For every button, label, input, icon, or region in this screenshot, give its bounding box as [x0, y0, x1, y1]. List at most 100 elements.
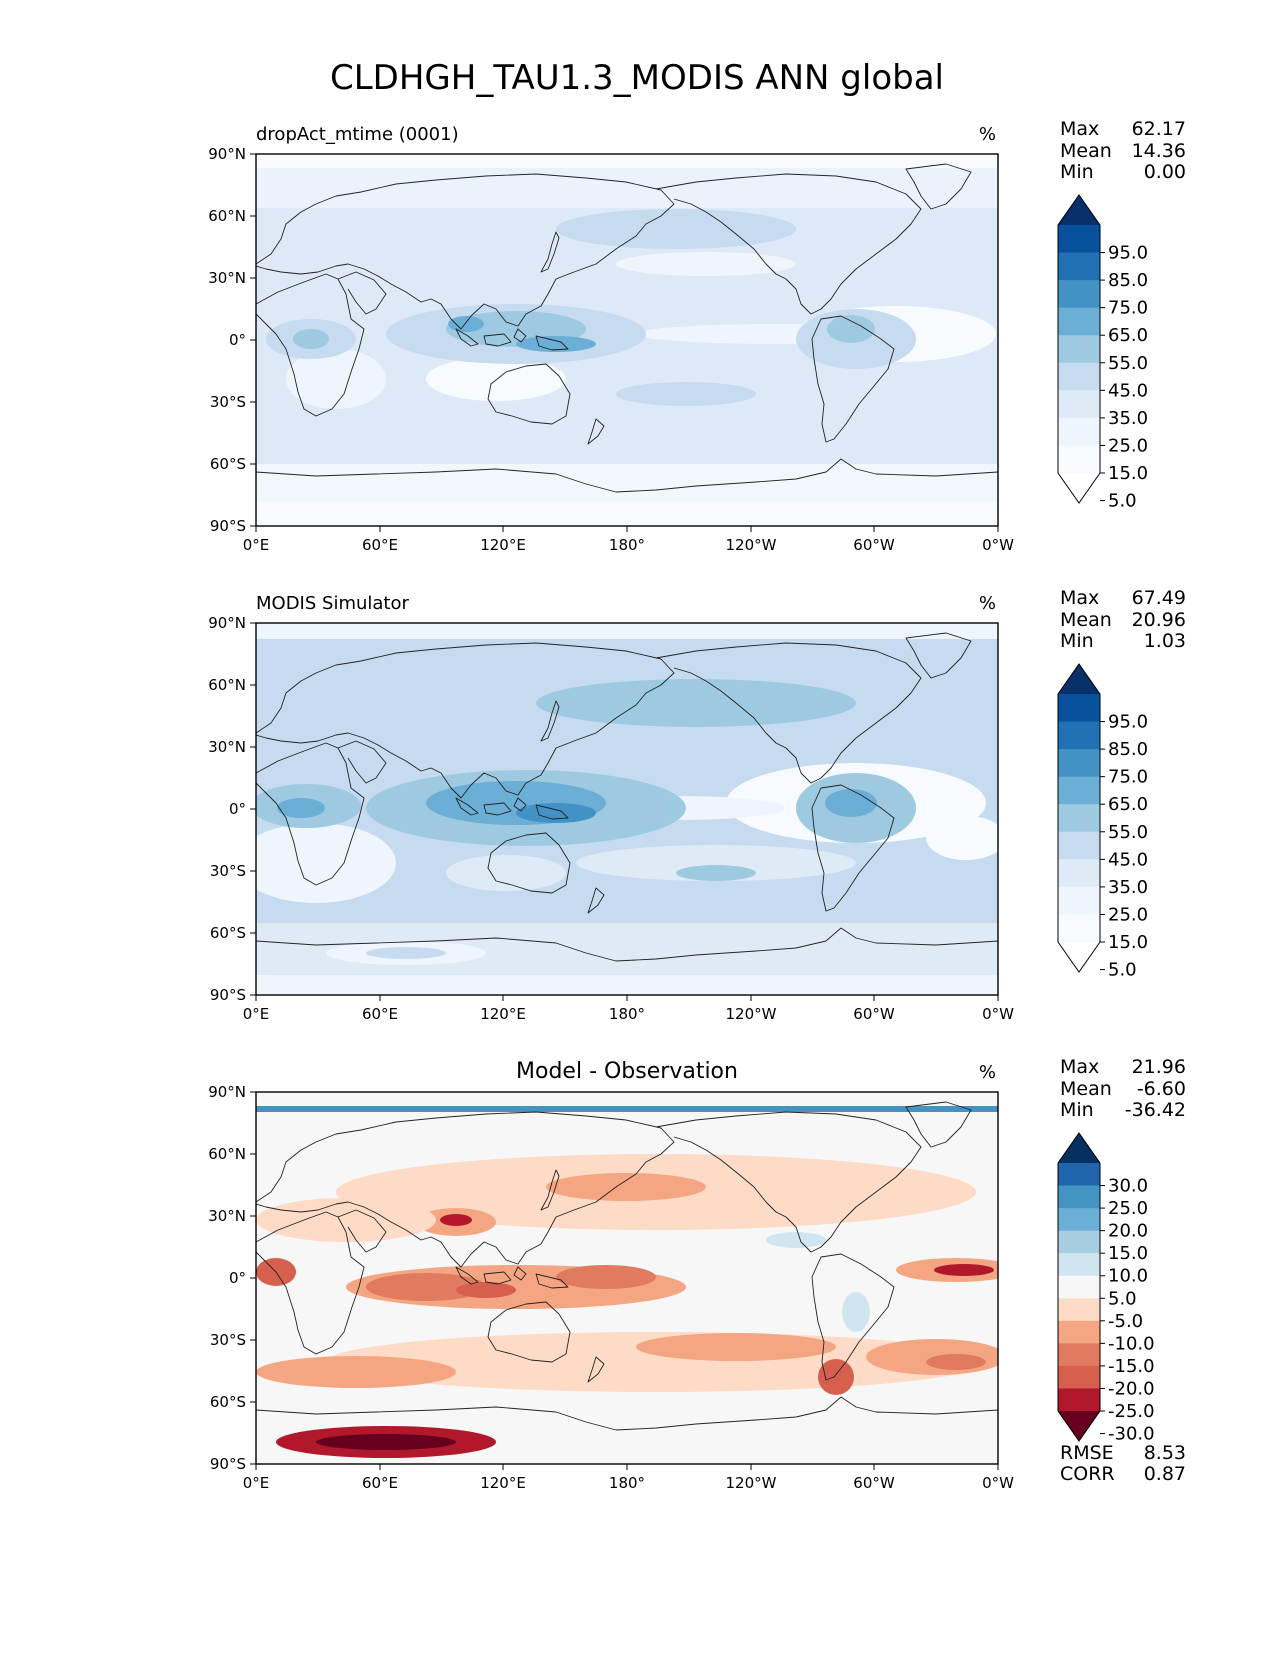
lon-tick-label: 60°E	[362, 1005, 398, 1023]
lon-tick-label: 60°E	[362, 536, 398, 554]
panel-center-title: Model - Observation	[516, 1059, 738, 1084]
lon-tick-label: 120°E	[480, 536, 526, 554]
colorbar-tick-label: 45.0	[1108, 380, 1148, 401]
map-difference: 90°N 60°N 30°N 0° 30°S 60°S 90°S 0°E 60°…	[208, 1083, 1014, 1492]
lat-axis: 90°N 60°N 30°N 0° 30°S 60°S 90°S	[208, 145, 256, 535]
lat-tick-label: 60°S	[210, 924, 246, 942]
colorbar-swatch	[1058, 859, 1100, 888]
colorbar-swatch	[1058, 831, 1100, 860]
lon-tick-label: 60°W	[853, 1474, 895, 1492]
stats-block: Max 67.49 Mean 20.96 Min 1.03	[1060, 587, 1186, 652]
colorbar-swatch	[1058, 1185, 1100, 1209]
lon-tick-label: 0°W	[982, 536, 1014, 554]
lat-axis: 90°N 60°N 30°N 0° 30°S 60°S 90°S	[208, 614, 256, 1004]
colorbar-tick-label: 5.0	[1108, 1288, 1137, 1309]
lat-tick-label: 90°S	[210, 517, 246, 535]
lon-tick-label: 0°E	[243, 1005, 270, 1023]
colorbar-tick-label: 65.0	[1108, 794, 1148, 815]
colorbar-extend-top	[1058, 195, 1100, 225]
lon-tick-label: 180°	[609, 536, 645, 554]
stat-label: Max	[1060, 587, 1099, 609]
lat-tick-label: 0°	[229, 800, 246, 818]
metrics-block: RMSE 8.53 CORR 0.87	[1060, 1442, 1186, 1485]
colorbar-tick-label: 75.0	[1108, 767, 1148, 788]
colorbar-swatch	[1058, 804, 1100, 833]
colorbar-swatch	[1058, 1388, 1100, 1412]
lon-tick-label: 180°	[609, 1005, 645, 1023]
stats-block: Max 62.17 Mean 14.36 Min 0.00	[1060, 118, 1186, 183]
stat-value: -36.42	[1125, 1099, 1186, 1121]
metric-value: 8.53	[1144, 1442, 1186, 1464]
colorbar-swatch	[1058, 776, 1100, 805]
colorbar-swatch	[1058, 886, 1100, 915]
colorbar: 95.0 85.0 75.0 65.0 55.0 45.0 35.0 25.0 15.0 5.0	[1057, 663, 1148, 981]
panel-difference: Model - Observation %	[208, 1056, 1186, 1492]
colorbar-extend-bottom	[1058, 1411, 1100, 1441]
colorbar-tick-label: 55.0	[1108, 353, 1148, 374]
colorbar-swatch	[1058, 280, 1100, 309]
colorbar-tick-label: 10.0	[1108, 1266, 1148, 1287]
lon-tick-label: 60°E	[362, 1474, 398, 1492]
cloud-field	[256, 623, 998, 995]
panel-units: %	[979, 593, 996, 614]
stat-value: 14.36	[1132, 140, 1186, 162]
colorbar-tick-label: 25.0	[1108, 1198, 1148, 1219]
colorbar-extend-top	[1058, 664, 1100, 694]
colorbar-tick-label: 15.0	[1108, 463, 1148, 484]
lat-tick-label: 90°N	[208, 614, 246, 632]
colorbar-tick-label: 65.0	[1108, 325, 1148, 346]
lat-tick-label: 30°S	[210, 1331, 246, 1349]
lat-tick-label: 90°N	[208, 145, 246, 163]
colorbar-tick-label: 25.0	[1108, 904, 1148, 925]
lat-tick-label: 30°N	[208, 738, 246, 756]
lon-axis: 0°E 60°E 120°E 180° 120°W 60°W 0°W	[243, 526, 1014, 554]
lat-tick-label: 30°S	[210, 393, 246, 411]
lon-tick-label: 60°W	[853, 1005, 895, 1023]
lon-tick-label: 120°E	[480, 1474, 526, 1492]
colorbar-tick-label: 35.0	[1108, 408, 1148, 429]
colorbar-tick-label: 95.0	[1108, 243, 1148, 264]
colorbar-swatch	[1058, 1365, 1100, 1389]
colorbar-tick-label: -10.0	[1108, 1333, 1155, 1354]
lon-tick-label: 120°W	[726, 1474, 777, 1492]
stat-value: 1.03	[1144, 630, 1186, 652]
stat-label: Max	[1060, 1056, 1099, 1078]
stat-label: Min	[1060, 1099, 1094, 1121]
lon-tick-label: 0°E	[243, 536, 270, 554]
colorbar-swatch	[1058, 252, 1100, 281]
map-test: 90°N 60°N 30°N 0° 30°S 60°S 90°S 0°E 60°…	[208, 145, 1014, 554]
difference-field	[256, 1106, 998, 1458]
lon-tick-label: 60°W	[853, 536, 895, 554]
lat-tick-label: 90°S	[210, 986, 246, 1004]
colorbar-extend-bottom	[1058, 473, 1100, 503]
colorbar-extend-top	[1058, 1133, 1100, 1163]
colorbar-tick-label: 25.0	[1108, 435, 1148, 456]
colorbar-swatch	[1058, 914, 1100, 943]
lat-tick-label: 30°S	[210, 862, 246, 880]
colorbar-tick-label: 85.0	[1108, 739, 1148, 760]
stat-label: Min	[1060, 630, 1094, 652]
colorbar-tick-label: -25.0	[1108, 1401, 1155, 1422]
colorbar-swatch	[1058, 1230, 1100, 1254]
panel-left-title: dropAct_mtime (0001)	[256, 124, 459, 145]
colorbar-swatch	[1058, 390, 1100, 419]
stat-value: 21.96	[1132, 1056, 1186, 1078]
lon-axis: 0°E 60°E 120°E 180° 120°W 60°W 0°W	[243, 995, 1014, 1023]
lat-tick-label: 60°S	[210, 455, 246, 473]
stat-label: Max	[1060, 118, 1099, 140]
colorbar: 95.0 85.0 75.0 65.0 55.0 45.0 35.0 25.0 15.0 5.0	[1057, 194, 1148, 512]
stat-label: Min	[1060, 161, 1094, 183]
colorbar-swatch	[1058, 1163, 1100, 1187]
lat-tick-label: 30°N	[208, 269, 246, 287]
metric-label: RMSE	[1060, 1442, 1114, 1464]
colorbar-tick-label: 75.0	[1108, 298, 1148, 319]
lat-tick-label: 60°S	[210, 1393, 246, 1411]
colorbar-swatch	[1058, 694, 1100, 723]
colorbar: 30.025.020.015.010.05.0-5.0-10.0-15.0-20…	[1057, 1132, 1155, 1445]
colorbar-tick-label: -15.0	[1108, 1356, 1155, 1377]
lon-tick-label: 120°W	[726, 536, 777, 554]
colorbar-swatch	[1058, 1298, 1100, 1322]
stat-value: 62.17	[1132, 118, 1186, 140]
